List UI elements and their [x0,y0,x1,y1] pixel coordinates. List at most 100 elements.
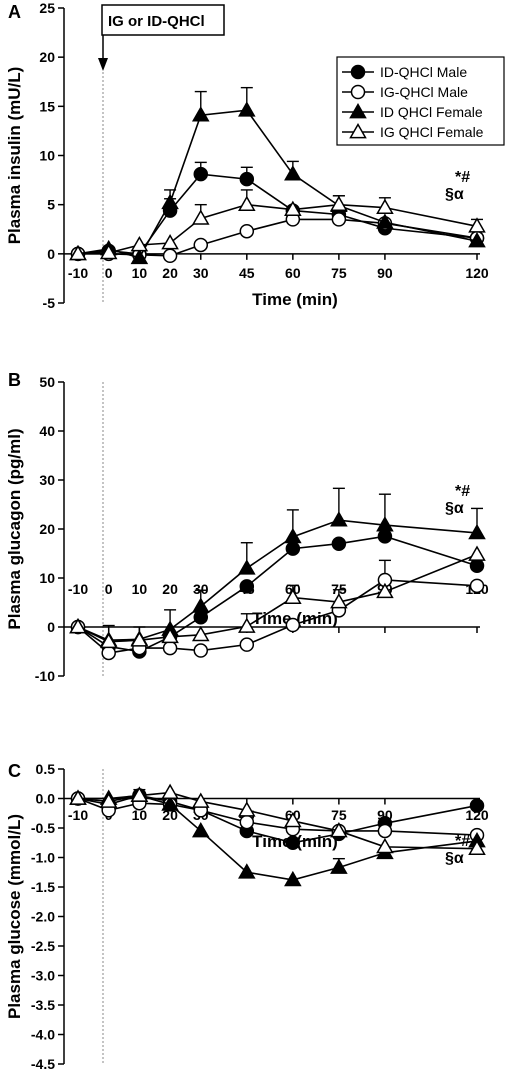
x-tick-label: 75 [331,265,347,281]
series-line [78,218,478,257]
data-point [162,248,178,264]
x-tick-label: -10 [68,265,88,281]
x-tick-label: 10 [132,807,148,823]
y-tick-label: 20 [39,521,55,537]
data-point [468,523,486,540]
y-tick-label: -3.0 [31,968,55,984]
series-line [77,791,478,850]
series-line [77,794,478,844]
x-tick-label: 30 [193,581,209,597]
data-point [377,823,393,839]
data-point [468,839,486,856]
y-tick-label: -1.0 [31,850,55,866]
x-tick-label: 10 [132,265,148,281]
x-tick-label: 60 [285,265,301,281]
data-point [284,200,302,216]
data-point [376,198,394,214]
data-point [469,798,485,813]
data-point [99,632,118,649]
y-tick-label: 50 [39,374,55,390]
data-point [330,511,348,527]
y-tick-label: 20 [39,49,55,65]
data-point [69,789,87,805]
data-point [69,617,87,634]
annotation-label: IG or ID-QHCl [108,13,205,30]
data-point [238,863,256,879]
data-point [330,592,348,609]
data-point [330,195,348,212]
data-point [238,617,256,633]
insulin-panel: -5 0 5 10 15 20 25 -10 0 10 20 30 45 60 75 90 120 Time (m… [5,0,489,311]
data-point [101,645,116,661]
legend-label: IG-QHCl Male [380,84,468,100]
x-tick-label: 75 [331,581,347,597]
legend-label: IG QHCl Female [380,124,484,140]
data-point [238,801,256,817]
x-tick-label: 20 [162,807,178,823]
y-axis-title: Plasma glucagon (pg/ml) [5,428,24,629]
y-tick-label: -3.5 [31,997,55,1013]
data-point [330,821,348,838]
x-tick-label: 120 [465,265,489,281]
data-point [239,171,255,187]
series-3 [69,783,486,856]
y-tick-label: 0.5 [36,761,56,777]
legend: ID-QHCl Male IG-QHCl Male ID QHCl Female IG… [336,56,505,146]
series-line [77,203,478,255]
y-tick-label: 0 [47,619,55,635]
data-point [161,193,179,210]
legend-marker [350,64,366,80]
y-tick-label: 0.0 [36,791,56,807]
data-point [239,637,255,652]
series-line [77,109,478,259]
data-point [469,578,485,594]
x-tick-label: 90 [377,265,393,281]
significance-mark-1: *# [455,169,470,186]
y-tick-label: 10 [39,570,55,586]
data-point [191,106,210,122]
series-line [77,553,478,643]
data-point [284,870,302,887]
series-line [78,794,478,881]
data-point [161,627,179,644]
data-point [161,795,179,811]
y-tick-label: 10 [39,148,55,164]
series-0 [70,161,485,262]
data-point [284,588,302,604]
significance-mark-2: §α [445,850,464,867]
data-point [130,631,149,647]
data-point [191,821,210,838]
significance-mark-1: *# [455,483,470,500]
data-point [468,545,486,561]
panel-label-b: B [8,370,21,390]
series-3 [69,189,486,261]
legend-item: ID QHCl Female [342,102,483,120]
glucagon-panel: -1001020304050-10010203045607590120Time … [5,374,489,684]
x-tick-label: 0 [105,265,113,281]
y-axis-title: Plasma glucose (mmol/L) [5,814,24,1019]
data-point [191,625,210,642]
data-point [331,536,347,551]
legend-item: ID-QHCl Male [342,64,467,80]
series-1 [70,212,485,264]
data-point [130,786,149,802]
x-tick-label: 45 [239,265,255,281]
x-axis-title: Time (min) [252,290,338,309]
data-point [130,235,149,252]
significance-mark-2: §α [445,500,464,517]
data-point [239,223,255,239]
y-tick-label: -1.5 [31,879,55,895]
y-tick-label: 15 [39,98,55,114]
x-tick-label: 0 [105,581,113,597]
x-tick-label: -10 [68,581,88,597]
data-point [161,783,179,799]
y-tick-label: 40 [39,423,55,439]
y-tick-label: 5 [47,197,55,213]
y-tick-label: -5 [43,295,56,311]
data-point [376,837,394,854]
y-tick-label: 30 [39,472,55,488]
y-axis-title: Plasma insulin (mU/L) [5,67,24,245]
significance-mark-2: §α [445,186,464,203]
data-point [130,248,149,265]
